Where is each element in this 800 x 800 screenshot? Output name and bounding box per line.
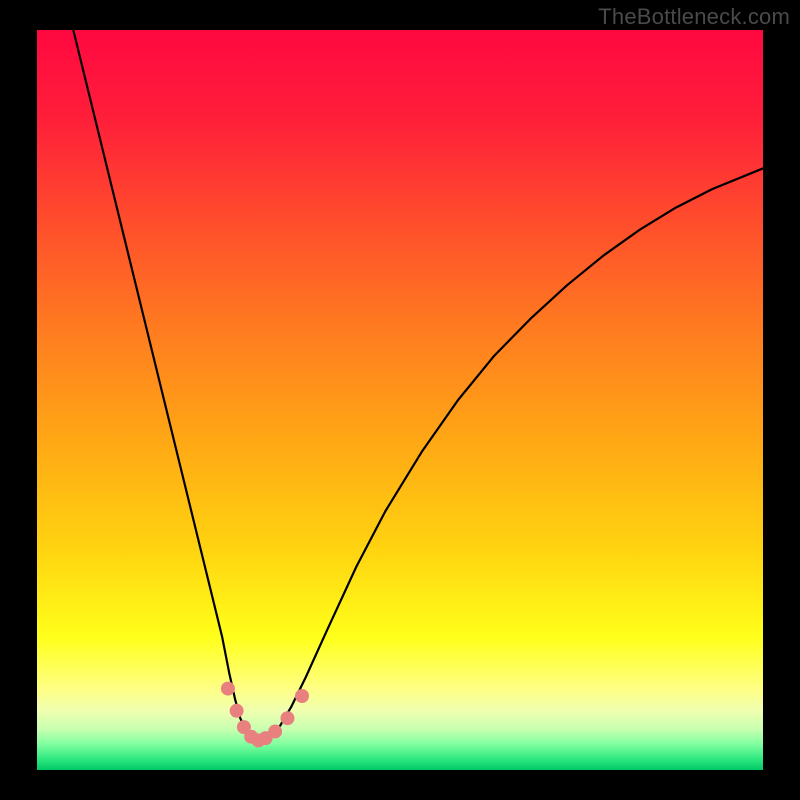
curve-marker — [295, 689, 309, 703]
watermark-text: TheBottleneck.com — [598, 4, 790, 30]
chart-container: TheBottleneck.com — [0, 0, 800, 800]
curve-marker — [230, 704, 244, 718]
curve-marker — [221, 682, 235, 696]
curve-marker — [280, 711, 294, 725]
plot-background — [37, 30, 763, 770]
bottleneck-curve-chart — [0, 0, 800, 800]
curve-marker — [268, 725, 282, 739]
